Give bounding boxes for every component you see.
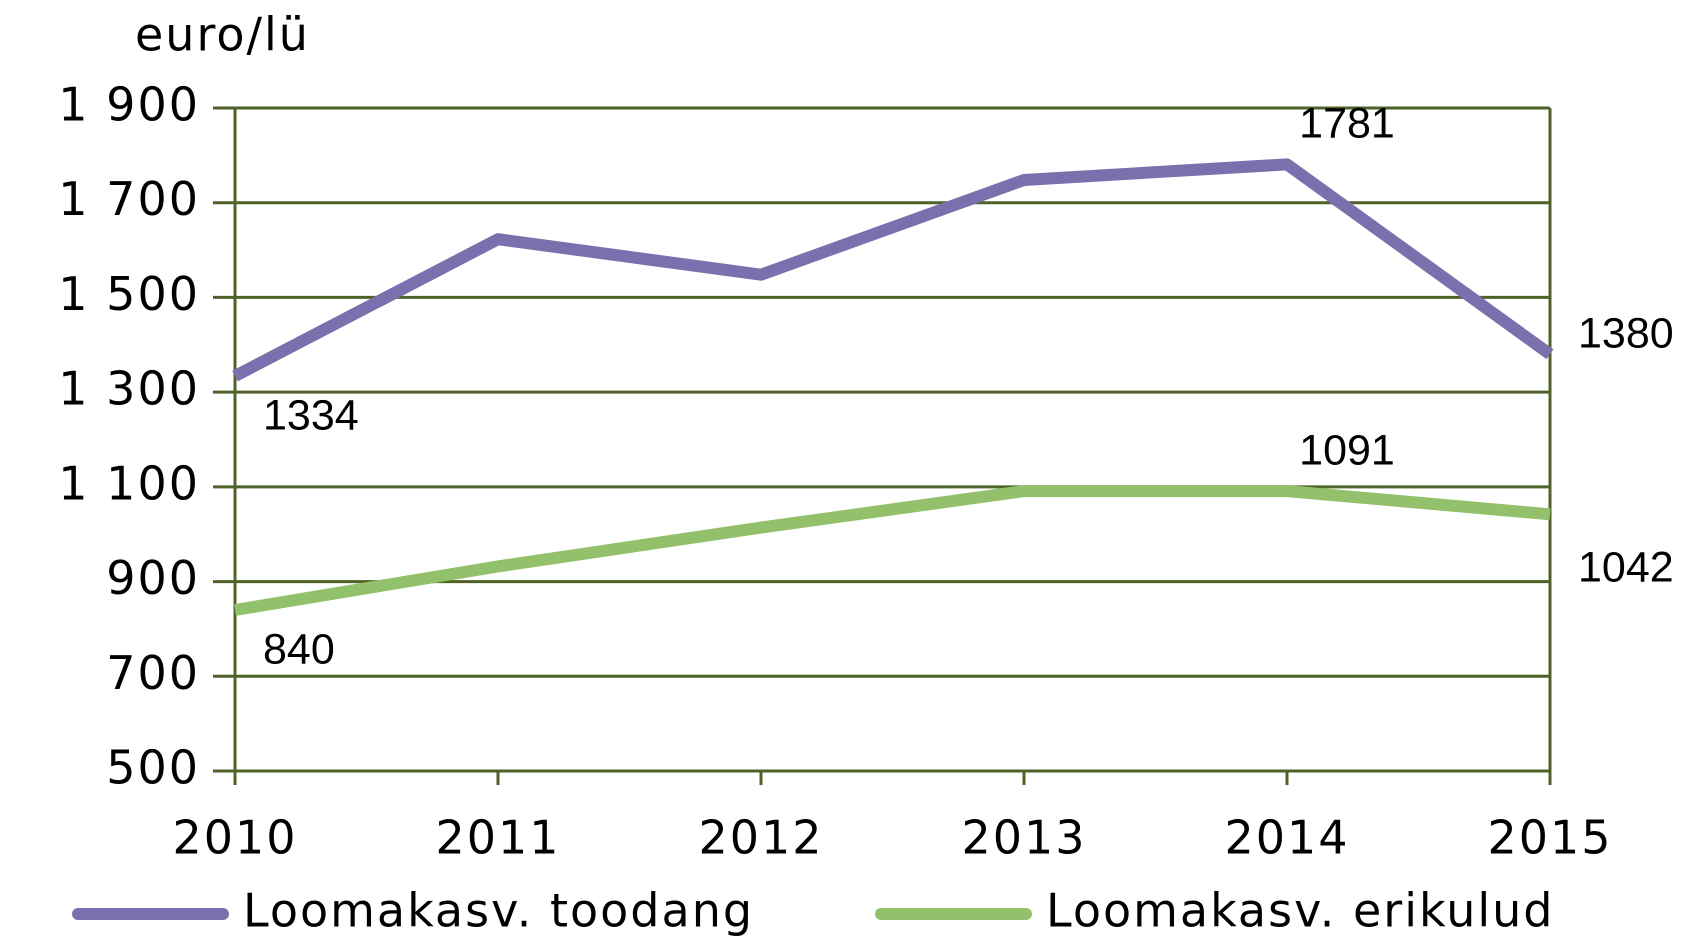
y-axis-label: euro/lü bbox=[135, 8, 310, 62]
x-tick-label: 2011 bbox=[435, 811, 560, 865]
series-line bbox=[232, 158, 1554, 382]
x-tick-label: 2013 bbox=[961, 811, 1086, 865]
data-label: 1091 bbox=[1299, 426, 1395, 474]
y-tick-label: 1 300 bbox=[58, 362, 200, 416]
data-label: 1042 bbox=[1578, 544, 1674, 592]
y-tick-label: 1 500 bbox=[58, 267, 200, 321]
y-tick-label: 1 700 bbox=[58, 172, 200, 226]
series-line bbox=[234, 485, 1551, 616]
y-tick-label: 1 900 bbox=[58, 78, 200, 132]
x-tick-label: 2014 bbox=[1224, 811, 1349, 865]
y-tick-label: 500 bbox=[106, 741, 200, 795]
y-tick-label: 1 100 bbox=[58, 456, 200, 510]
y-tick-label: 900 bbox=[106, 551, 200, 605]
x-tick-label: 2012 bbox=[698, 811, 823, 865]
data-label: 840 bbox=[263, 625, 335, 673]
data-label: 1380 bbox=[1578, 310, 1674, 358]
x-tick-label: 2015 bbox=[1487, 811, 1612, 865]
x-tick-label: 2010 bbox=[172, 811, 297, 865]
legend-label: Loomakasv. erikulud bbox=[1046, 884, 1555, 938]
data-label: 1781 bbox=[1299, 100, 1395, 148]
legend-label: Loomakasv. toodang bbox=[243, 884, 754, 938]
y-tick-label: 700 bbox=[106, 646, 200, 700]
data-label: 1334 bbox=[263, 391, 359, 439]
